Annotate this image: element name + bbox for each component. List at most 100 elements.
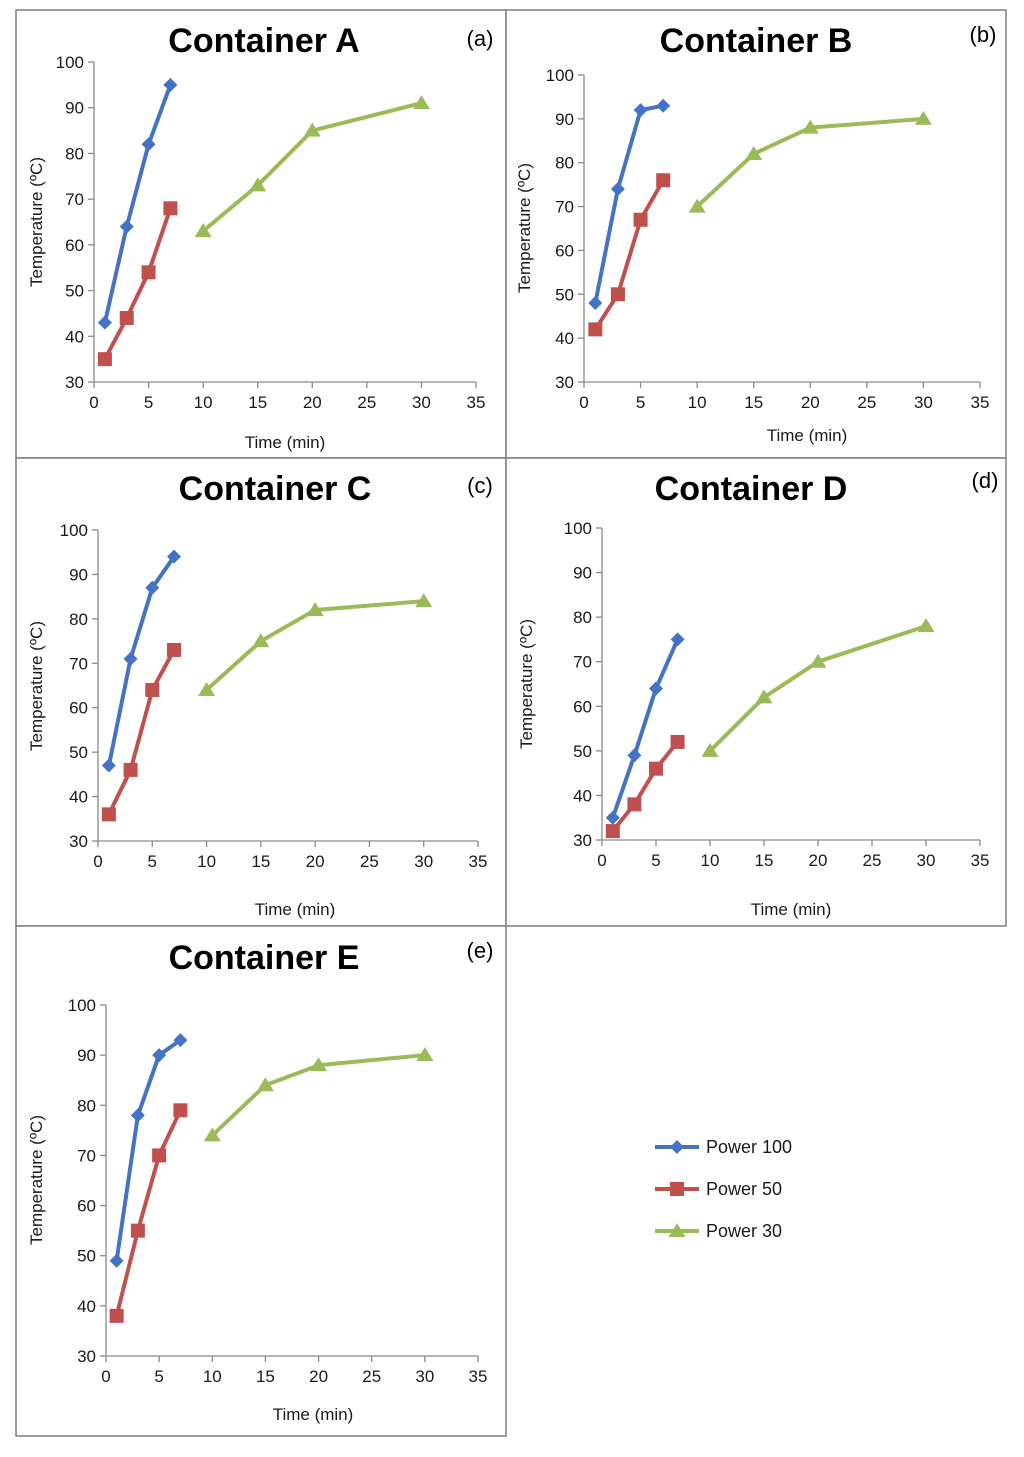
- x-tick-label: 30: [412, 393, 431, 412]
- y-tick-label: 70: [69, 654, 88, 673]
- series-power-100: [109, 1033, 188, 1268]
- panel-label: (a): [467, 26, 494, 51]
- chart-panel-b: 30 40 50 60 70 80 90 100 0 5 10 15 20 25 30 35 Container…: [505, 9, 1007, 459]
- series-line: [201, 101, 424, 234]
- chart-title: Container E: [169, 939, 360, 977]
- chart-title: Container B: [660, 22, 853, 60]
- data-point: [101, 758, 116, 773]
- data-point: [809, 653, 827, 668]
- panel-label: (b): [970, 22, 997, 47]
- panel-frame: [15, 9, 507, 459]
- legend-marker: [668, 1223, 686, 1237]
- series-line: [708, 624, 928, 753]
- legend-marker: [670, 1140, 684, 1154]
- series-line: [204, 599, 426, 692]
- x-tick-label: 35: [971, 393, 990, 412]
- data-point: [306, 601, 324, 616]
- chart-panel-e: 30 40 50 60 70 80 90 100 0 5 10 15 20 25 30 35 Container…: [15, 925, 507, 1437]
- data-point: [163, 77, 178, 92]
- data-point: [415, 593, 433, 608]
- data-point: [173, 1033, 188, 1048]
- x-tick-label: 15: [755, 851, 774, 870]
- y-tick-label: 70: [65, 190, 84, 209]
- y-axis-title: Temperature (ºC): [27, 1115, 46, 1245]
- x-tick-label: 35: [469, 1367, 488, 1386]
- x-tick-label: 5: [651, 851, 660, 870]
- panel-label: (c): [467, 473, 493, 498]
- y-tick-label: 100: [546, 66, 574, 85]
- series-line: [106, 554, 176, 768]
- series-power-30: [203, 1047, 434, 1142]
- data-point: [152, 1048, 167, 1063]
- data-point: [123, 762, 138, 777]
- chart-title: Container C: [179, 470, 372, 508]
- data-point: [252, 633, 270, 648]
- y-axis-title: Temperature (ºC): [515, 163, 534, 293]
- data-point: [588, 296, 603, 311]
- x-tick-label: 5: [148, 852, 157, 871]
- y-tick-label: 60: [69, 699, 88, 718]
- y-tick-label: 30: [77, 1347, 96, 1366]
- y-tick-label: 90: [77, 1046, 96, 1065]
- data-point: [145, 682, 160, 697]
- y-axis-title: Temperature (ºC): [517, 619, 536, 749]
- x-tick-label: 15: [744, 393, 763, 412]
- y-tick-label: 70: [555, 198, 574, 217]
- panel-label: (e): [467, 938, 494, 963]
- x-tick-label: 20: [801, 393, 820, 412]
- x-tick-label: 0: [579, 393, 588, 412]
- x-tick-label: 5: [144, 393, 153, 412]
- x-tick-label: 25: [362, 1367, 381, 1386]
- x-tick-label: 20: [309, 1367, 328, 1386]
- x-tick-label: 35: [467, 393, 486, 412]
- data-point: [605, 810, 620, 825]
- panel-label: (d): [972, 468, 999, 493]
- data-point: [416, 1047, 434, 1062]
- y-tick-label: 30: [69, 832, 88, 851]
- series-power-50: [588, 173, 671, 337]
- legend-item: Power 50: [655, 1179, 782, 1199]
- series-line: [610, 637, 680, 820]
- data-point: [101, 807, 116, 822]
- legend-marker: [670, 1182, 684, 1196]
- y-tick-label: 60: [555, 241, 574, 260]
- x-tick-label: 10: [203, 1367, 222, 1386]
- x-tick-label: 10: [197, 852, 216, 871]
- data-point: [203, 1127, 221, 1142]
- x-tick-label: 25: [360, 852, 379, 871]
- data-point: [97, 315, 112, 330]
- data-point: [633, 103, 648, 118]
- series-power-30: [701, 618, 935, 757]
- series-line: [593, 178, 666, 332]
- data-point: [123, 651, 138, 666]
- data-point: [755, 689, 773, 704]
- data-point: [627, 748, 642, 763]
- legend-label: Power 30: [706, 1221, 782, 1241]
- data-point: [633, 212, 648, 227]
- chart-panel-a: 30 40 50 60 70 80 90 100 0 5 10 15 20 25 30 35 Container…: [15, 9, 507, 459]
- data-point: [152, 1148, 167, 1163]
- legend-label: Power 100: [706, 1137, 792, 1157]
- y-tick-label: 40: [555, 329, 574, 348]
- chart-title: Container D: [655, 470, 848, 508]
- chart-panel-c: 30 40 50 60 70 80 90 100 0 5 10 15 20 25 30 35 Container…: [15, 457, 507, 927]
- x-tick-label: 10: [194, 393, 213, 412]
- legend-label: Power 50: [706, 1179, 782, 1199]
- data-point: [688, 198, 706, 213]
- data-point: [649, 681, 663, 696]
- data-point: [119, 219, 134, 234]
- data-point: [109, 1308, 124, 1323]
- x-tick-label: 0: [93, 852, 102, 871]
- x-tick-label: 25: [863, 851, 882, 870]
- y-tick-label: 60: [77, 1197, 96, 1216]
- data-point: [141, 265, 156, 280]
- y-tick-label: 80: [65, 144, 84, 163]
- data-point: [119, 311, 134, 325]
- series-line: [695, 116, 926, 209]
- y-tick-label: 60: [573, 697, 592, 716]
- data-point: [109, 1253, 124, 1268]
- data-point: [141, 137, 156, 152]
- y-tick-label: 100: [60, 521, 88, 540]
- x-tick-label: 30: [917, 851, 936, 870]
- series-power-100: [97, 77, 178, 330]
